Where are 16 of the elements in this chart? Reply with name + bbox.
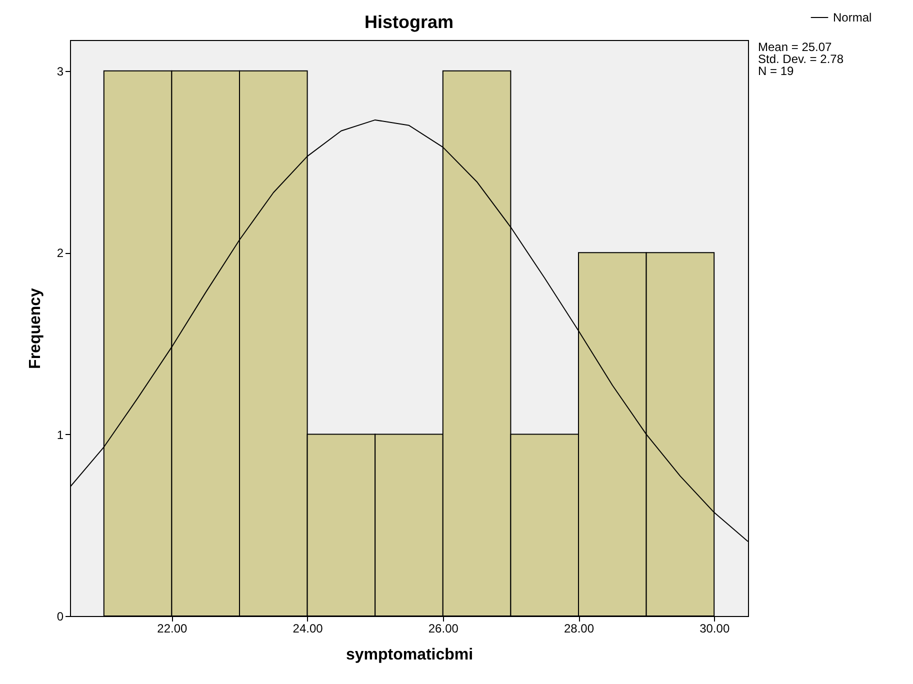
x-tick-label: 24.00 — [292, 622, 324, 636]
legend-label: Normal — [833, 10, 872, 24]
y-axis-title: Frequency — [26, 288, 44, 369]
text: Mean = 25.07 — [758, 40, 832, 54]
x-tick-label: 22.00 — [157, 622, 188, 636]
x-tick-label: 26.00 — [428, 622, 459, 636]
x-tick-label: 30.00 — [700, 622, 730, 636]
x-axis-title: symptomaticbmi — [346, 646, 474, 664]
chart-title: Histogram — [364, 12, 454, 32]
text: Std. Dev. = 2.78 — [758, 52, 844, 66]
x-tick-label: 28.00 — [564, 622, 594, 636]
y-tick-label: 2 — [56, 246, 64, 260]
y-tick-label: 0 — [56, 610, 64, 624]
text: N = 19 — [758, 64, 794, 78]
y-tick-label: 1 — [56, 428, 64, 442]
y-tick-label: 3 — [56, 64, 64, 78]
